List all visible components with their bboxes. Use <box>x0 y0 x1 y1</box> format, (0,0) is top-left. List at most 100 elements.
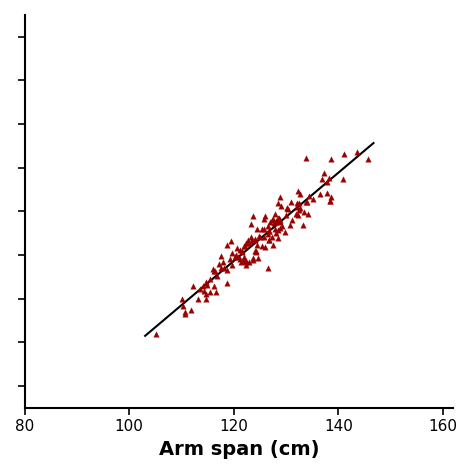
Point <box>231 253 239 260</box>
Point <box>232 251 240 258</box>
Point <box>247 220 255 228</box>
Point <box>326 198 334 205</box>
Point <box>316 190 324 198</box>
Point <box>294 211 301 219</box>
Point <box>239 257 247 265</box>
Point <box>273 229 280 237</box>
Point <box>275 218 283 225</box>
Point <box>242 261 249 269</box>
Point <box>272 219 280 226</box>
Point <box>258 242 266 250</box>
Point <box>276 193 284 201</box>
Point <box>252 247 260 255</box>
Point <box>281 228 289 236</box>
Point <box>240 254 248 261</box>
Point <box>325 175 333 182</box>
Point <box>277 202 285 210</box>
Point <box>260 233 268 241</box>
Point <box>238 248 246 255</box>
Point <box>270 241 277 248</box>
Point <box>202 296 210 303</box>
Point <box>303 198 311 206</box>
Point <box>269 216 277 223</box>
Point <box>302 198 310 206</box>
Point <box>339 175 346 182</box>
Point <box>275 216 283 224</box>
Point <box>252 248 260 256</box>
Point <box>294 188 302 195</box>
Point <box>302 155 310 162</box>
Point <box>242 258 250 266</box>
Point <box>202 290 210 298</box>
Point <box>262 212 269 219</box>
Point <box>220 264 228 272</box>
Point <box>286 221 293 229</box>
Point <box>200 282 207 290</box>
Point <box>188 307 195 314</box>
Point <box>300 221 307 228</box>
Point <box>248 237 255 244</box>
Point <box>217 252 225 260</box>
Point <box>256 233 264 241</box>
Point <box>276 219 283 226</box>
Point <box>249 256 256 264</box>
Point <box>211 267 219 274</box>
Point <box>237 258 245 266</box>
Point <box>248 237 256 245</box>
Point <box>235 254 242 261</box>
Point <box>206 275 214 283</box>
Point <box>261 244 268 251</box>
Point <box>249 254 256 262</box>
Point <box>283 204 291 211</box>
Point <box>213 272 221 280</box>
Point <box>293 203 301 211</box>
Point <box>266 219 273 226</box>
Point <box>274 234 282 242</box>
Point <box>272 210 279 218</box>
Point <box>269 216 276 224</box>
Point <box>189 283 197 290</box>
Point <box>197 285 204 293</box>
Point <box>200 287 208 295</box>
Point <box>289 216 296 223</box>
Point <box>264 222 272 229</box>
Point <box>270 219 278 227</box>
Point <box>215 260 223 268</box>
Point <box>240 257 247 264</box>
Point <box>252 237 259 244</box>
Point <box>223 280 231 287</box>
Point <box>296 205 303 212</box>
Point <box>276 216 284 224</box>
Point <box>228 261 236 269</box>
Point <box>265 227 273 235</box>
Point <box>295 200 303 207</box>
Point <box>265 228 273 235</box>
Point <box>178 295 186 302</box>
Point <box>287 198 294 206</box>
Point <box>301 209 308 216</box>
Point <box>249 212 257 220</box>
Point <box>304 210 312 218</box>
Point <box>217 264 225 272</box>
Point <box>253 241 261 249</box>
Point <box>320 169 328 176</box>
Point <box>181 310 189 318</box>
Point <box>244 237 251 244</box>
Point <box>245 258 253 266</box>
Point <box>241 242 249 250</box>
Point <box>182 309 189 316</box>
Point <box>252 247 259 255</box>
Point <box>269 233 276 240</box>
Point <box>258 226 266 233</box>
Point <box>210 282 218 290</box>
Point <box>323 189 330 197</box>
Point <box>180 302 187 310</box>
Point <box>238 247 246 255</box>
Point <box>340 150 348 158</box>
Point <box>255 233 263 240</box>
Point <box>260 225 267 233</box>
Point <box>276 224 284 231</box>
Point <box>295 206 303 213</box>
Point <box>327 193 335 201</box>
Point <box>278 222 286 230</box>
